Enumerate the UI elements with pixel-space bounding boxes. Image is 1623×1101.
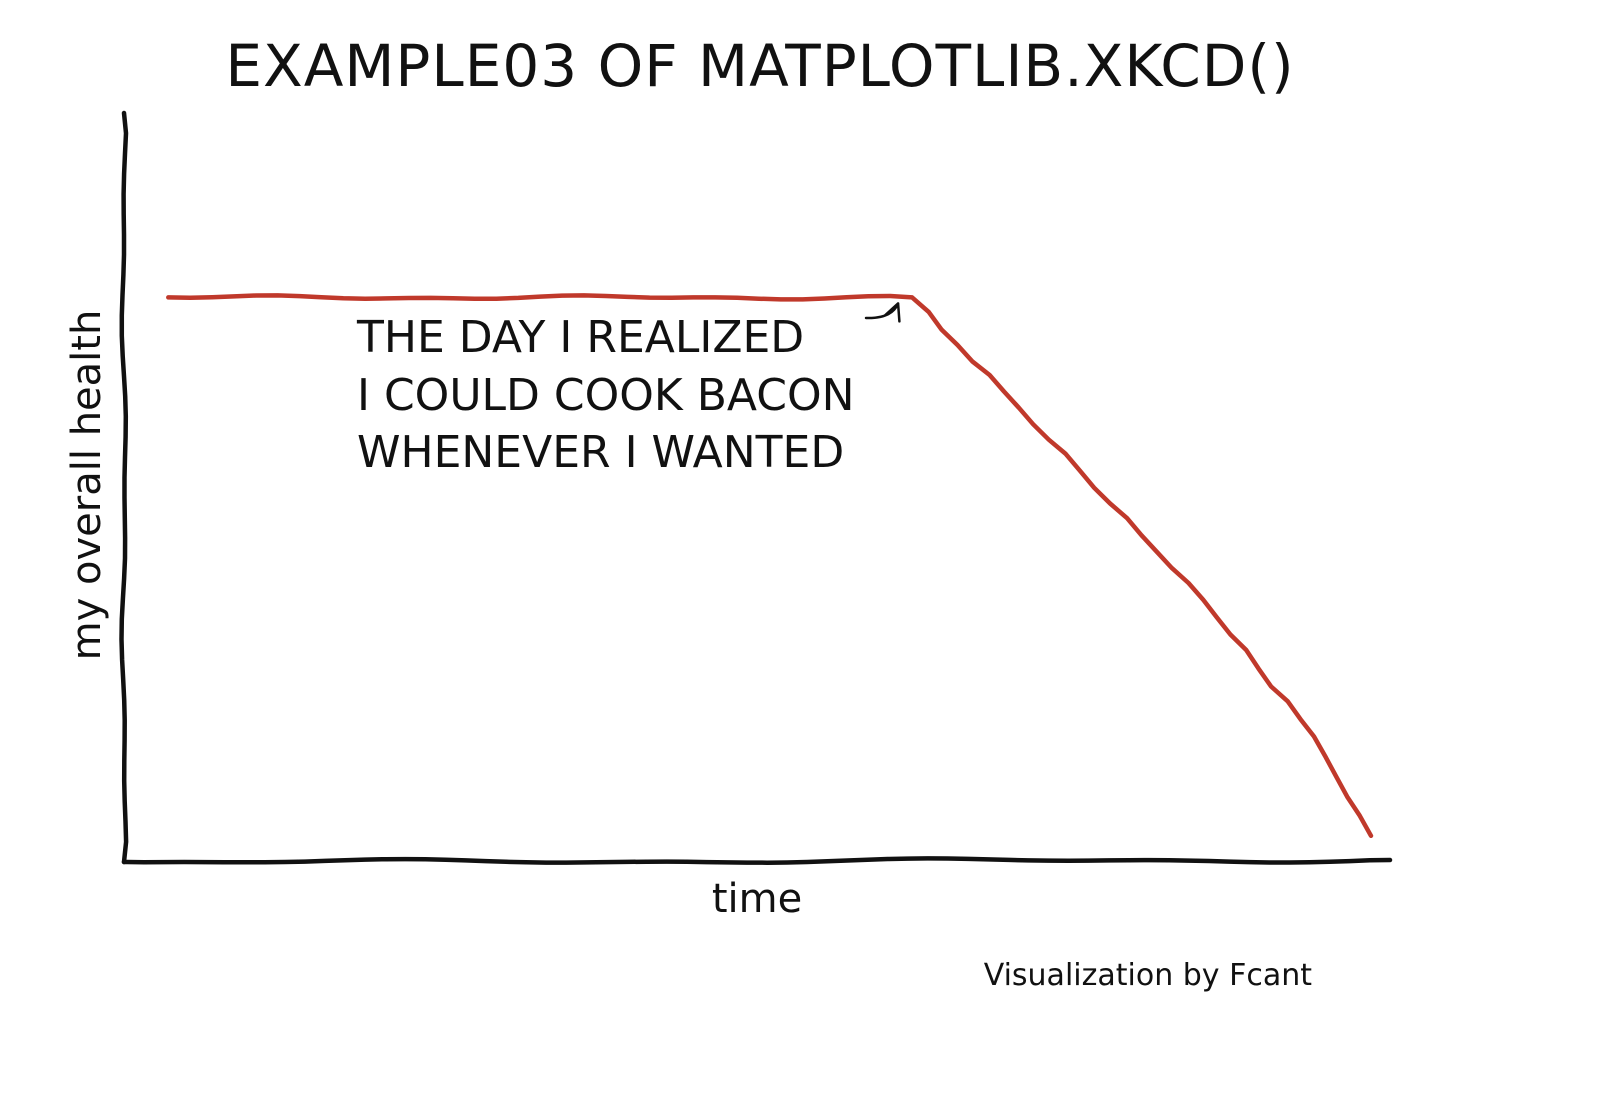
annotation-line: WHENEVER I WANTED	[357, 427, 844, 478]
annotation-arrow	[864, 302, 901, 323]
annotation: THE DAY I REALIZED I COULD COOK BACON WH…	[356, 302, 901, 478]
series-layer	[166, 293, 1374, 839]
series-line	[166, 293, 1374, 839]
x-axis-line	[121, 856, 1393, 865]
credit-text: Visualization by Fcant	[984, 958, 1313, 993]
annotation-line: I COULD COOK BACON	[357, 370, 855, 421]
annotation-line: THE DAY I REALIZED	[356, 312, 804, 363]
y-axis-line	[119, 110, 129, 865]
axes	[119, 110, 1393, 865]
x-axis-label: time	[712, 876, 802, 922]
chart-title: EXAMPLE03 OF MATPLOTLIB.XKCD()	[225, 32, 1294, 100]
y-axis-label: my overall health	[64, 310, 110, 661]
